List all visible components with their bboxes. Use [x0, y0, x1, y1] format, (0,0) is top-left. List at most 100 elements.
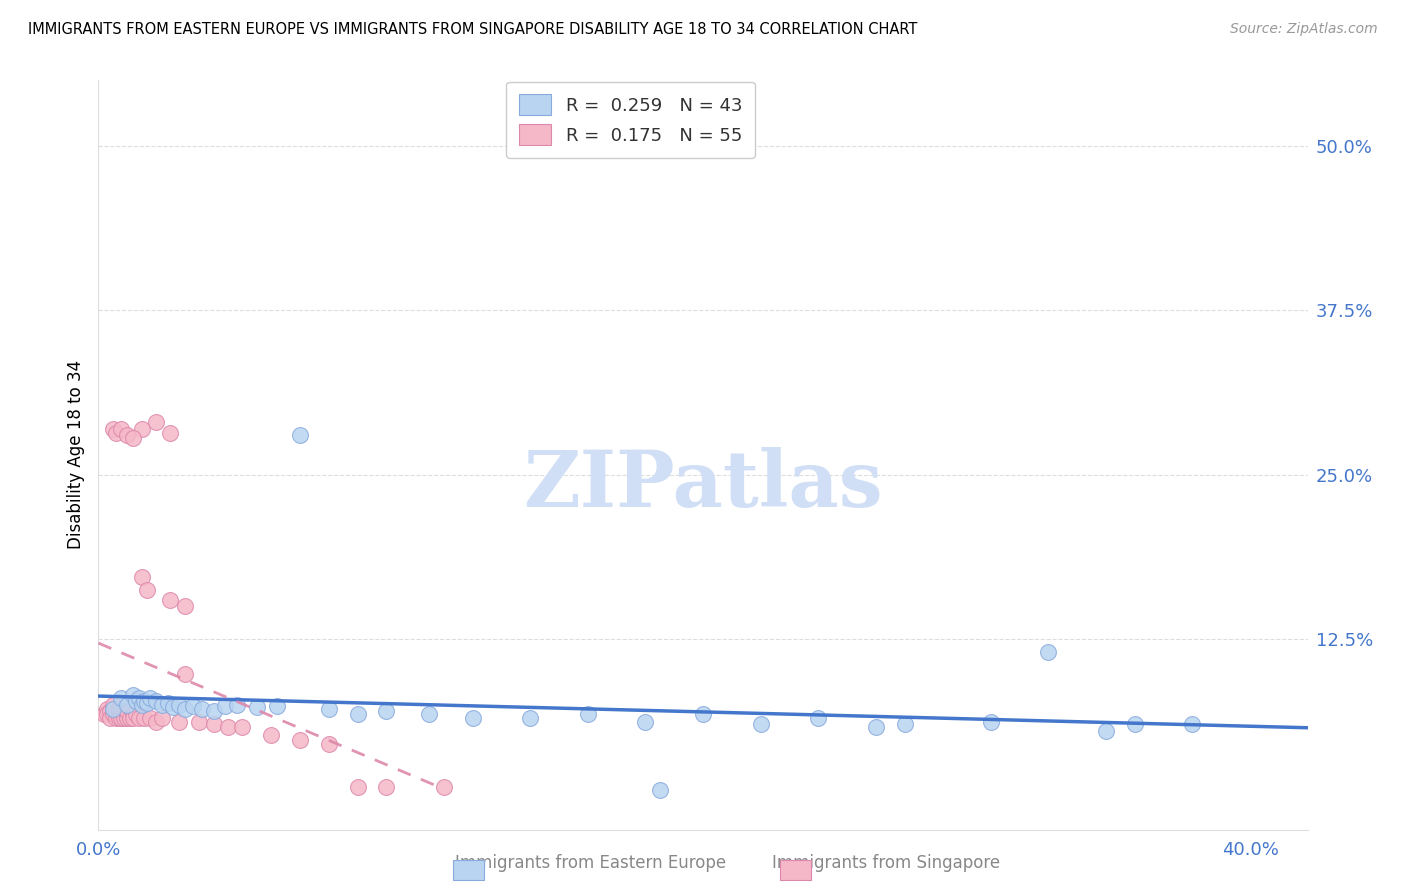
- Y-axis label: Disability Age 18 to 34: Disability Age 18 to 34: [66, 360, 84, 549]
- Point: [96, 701, 118, 715]
- Point: [173, 701, 195, 715]
- Point: [136, 697, 159, 711]
- Point: [115, 704, 138, 718]
- Point: [346, 780, 368, 795]
- Point: [159, 592, 181, 607]
- Point: [288, 733, 311, 747]
- Point: [110, 711, 132, 725]
- Point: [128, 711, 150, 725]
- Point: [461, 711, 484, 725]
- Point: [93, 706, 115, 721]
- Point: [191, 701, 214, 715]
- Point: [202, 717, 225, 731]
- Point: [131, 698, 153, 712]
- Point: [145, 415, 167, 429]
- Point: [139, 691, 162, 706]
- Text: Immigrants from Singapore: Immigrants from Singapore: [772, 855, 1000, 872]
- Point: [122, 689, 145, 703]
- Point: [980, 714, 1002, 729]
- Text: Immigrants from Eastern Europe: Immigrants from Eastern Europe: [456, 855, 725, 872]
- Text: ZIPatlas: ZIPatlas: [523, 447, 883, 523]
- Point: [122, 431, 145, 445]
- Point: [134, 711, 156, 725]
- Point: [893, 717, 915, 731]
- Point: [346, 706, 368, 721]
- Point: [433, 780, 456, 795]
- Point: [101, 422, 124, 436]
- Point: [107, 711, 129, 725]
- Point: [128, 691, 150, 706]
- Point: [576, 706, 599, 721]
- Point: [183, 698, 205, 713]
- Point: [865, 720, 887, 734]
- Point: [749, 717, 772, 731]
- Point: [188, 714, 211, 729]
- Point: [231, 720, 253, 734]
- Point: [260, 728, 283, 742]
- Point: [122, 711, 145, 725]
- Point: [110, 706, 132, 721]
- Point: [145, 714, 167, 729]
- Point: [115, 698, 138, 712]
- Point: [318, 701, 340, 715]
- Point: [145, 694, 167, 708]
- Text: IMMIGRANTS FROM EASTERN EUROPE VS IMMIGRANTS FROM SINGAPORE DISABILITY AGE 18 TO: IMMIGRANTS FROM EASTERN EUROPE VS IMMIGR…: [28, 22, 918, 37]
- Point: [202, 704, 225, 718]
- Point: [112, 711, 135, 725]
- Point: [418, 706, 440, 721]
- Point: [150, 711, 173, 725]
- Point: [104, 425, 127, 440]
- Point: [692, 706, 714, 721]
- Point: [167, 714, 190, 729]
- Point: [134, 694, 156, 708]
- Point: [115, 428, 138, 442]
- Point: [648, 783, 671, 797]
- Point: [115, 706, 138, 721]
- Point: [217, 720, 239, 734]
- Point: [101, 701, 124, 715]
- Point: [96, 706, 118, 721]
- Text: Source: ZipAtlas.com: Source: ZipAtlas.com: [1230, 22, 1378, 37]
- Point: [136, 583, 159, 598]
- Point: [288, 428, 311, 442]
- Point: [807, 711, 830, 725]
- Point: [634, 714, 657, 729]
- Point: [375, 704, 398, 718]
- Point: [122, 706, 145, 721]
- Point: [519, 711, 541, 725]
- Point: [120, 711, 142, 725]
- Point: [98, 704, 121, 718]
- Point: [131, 422, 153, 436]
- Point: [150, 698, 173, 712]
- Point: [1181, 717, 1204, 731]
- Legend: R =  0.259   N = 43, R =  0.175   N = 55: R = 0.259 N = 43, R = 0.175 N = 55: [506, 82, 755, 158]
- Point: [159, 425, 181, 440]
- Point: [107, 706, 129, 721]
- Point: [266, 698, 288, 713]
- Point: [104, 711, 127, 725]
- Point: [110, 422, 132, 436]
- Point: [167, 698, 190, 712]
- Point: [318, 737, 340, 751]
- Point: [214, 698, 236, 713]
- Point: [1123, 717, 1146, 731]
- Point: [125, 694, 148, 708]
- Point: [173, 599, 195, 613]
- Point: [115, 711, 138, 725]
- Point: [246, 700, 269, 714]
- Point: [110, 691, 132, 706]
- Point: [125, 706, 148, 721]
- Point: [1095, 723, 1118, 738]
- Point: [104, 706, 127, 721]
- Point: [131, 570, 153, 584]
- Point: [139, 711, 162, 725]
- Point: [110, 704, 132, 718]
- Point: [173, 667, 195, 681]
- Point: [225, 698, 247, 712]
- Point: [107, 701, 129, 715]
- Point: [1038, 645, 1060, 659]
- Point: [104, 704, 127, 718]
- Point: [101, 706, 124, 721]
- Point: [112, 706, 135, 721]
- Point: [162, 700, 184, 714]
